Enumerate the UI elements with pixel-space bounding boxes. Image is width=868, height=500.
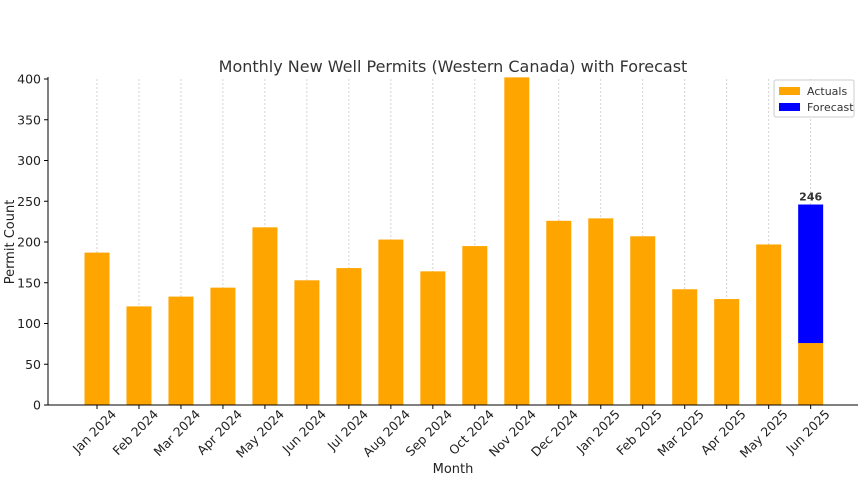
bar-actuals <box>504 77 530 406</box>
bar-forecast <box>798 204 824 344</box>
bar-actuals <box>588 218 614 405</box>
y-tick-label: 50 <box>25 357 41 372</box>
bar-actuals <box>462 246 488 405</box>
chart-title: Monthly New Well Permits (Western Canada… <box>219 57 688 76</box>
bar-actuals <box>798 343 824 405</box>
y-tick-label: 0 <box>33 398 41 413</box>
x-tick-label: Mar 2024 <box>150 406 203 459</box>
y-axis-label: Permit Count <box>3 200 18 285</box>
legend-swatch-actuals <box>779 87 800 95</box>
bar-actuals <box>420 271 446 405</box>
y-tick-label: 300 <box>17 153 41 168</box>
bar-actuals <box>630 236 656 405</box>
y-tick-label: 150 <box>17 275 41 290</box>
bar-actuals <box>714 299 740 405</box>
x-axis-label: Month <box>433 462 474 477</box>
bar-actuals <box>756 244 782 405</box>
legend-swatch-forecast <box>779 103 800 111</box>
bar-actuals <box>378 239 404 405</box>
bar-actuals <box>126 306 152 405</box>
bar-actuals <box>168 296 194 405</box>
bar-actuals <box>336 268 362 405</box>
y-tick-label: 400 <box>17 72 41 87</box>
legend: Actuals Forecast <box>773 79 855 118</box>
bar-actuals <box>672 289 698 405</box>
y-tick-label: 200 <box>17 235 41 250</box>
bar-actuals <box>546 220 572 405</box>
y-tick-label: 250 <box>17 194 41 209</box>
x-tick-label: Jun 2025 <box>782 407 832 457</box>
bar-actuals <box>252 227 278 405</box>
y-axis: 0 50 100 150 200 250 300 350 400 <box>17 72 49 413</box>
x-tick-label: Sep 2024 <box>402 406 455 459</box>
legend-label-forecast: Forecast <box>807 101 854 114</box>
y-tick-label: 100 <box>17 316 41 331</box>
annotations: 246 <box>799 191 822 204</box>
bar-actuals <box>84 252 110 405</box>
bars <box>84 77 824 406</box>
x-tick-label: Jun 2024 <box>279 406 329 456</box>
data-label: 246 <box>799 191 822 204</box>
grid-lines <box>96 79 812 405</box>
bar-actuals <box>294 280 320 405</box>
bar-actuals <box>210 287 236 405</box>
legend-label-actuals: Actuals <box>807 85 847 98</box>
y-tick-label: 350 <box>17 112 41 127</box>
